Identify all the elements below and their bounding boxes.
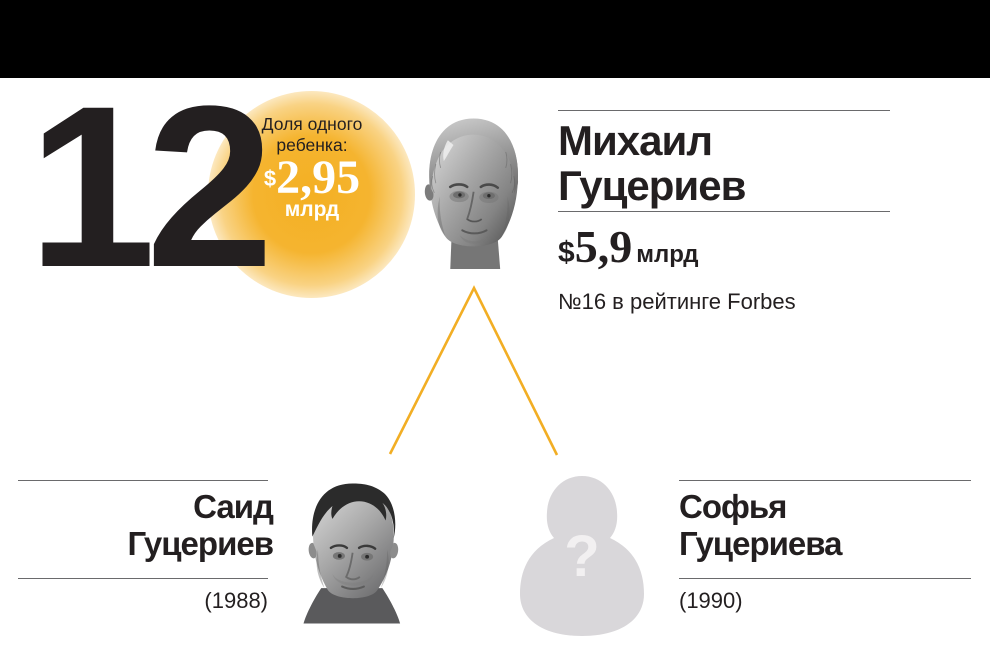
svg-text:?: ? bbox=[564, 524, 599, 589]
